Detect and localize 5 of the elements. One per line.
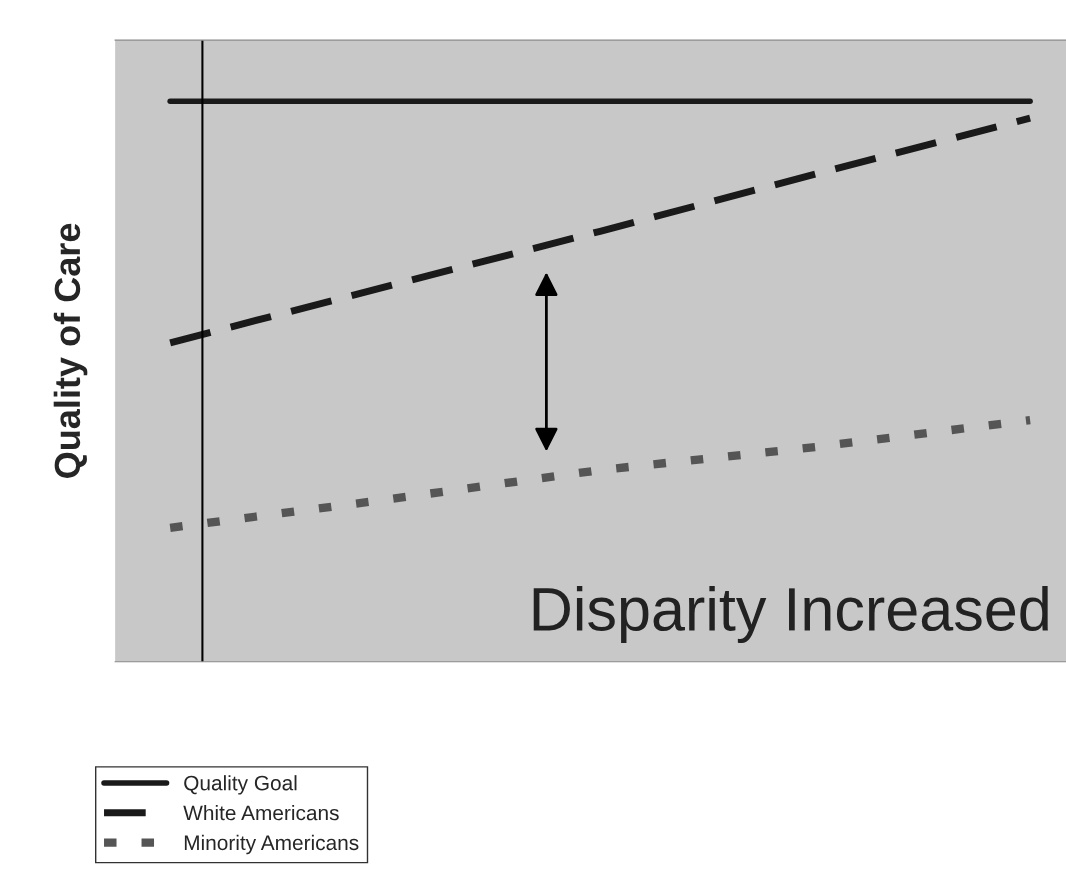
y-axis-title: Quality of Care	[53, 223, 88, 478]
annotation: Disparity Increased	[533, 586, 1048, 644]
legend-label: White Americans	[183, 804, 339, 821]
legend-label: Quality Goal	[184, 775, 297, 795]
legend-label: Minority Americans	[184, 834, 359, 855]
